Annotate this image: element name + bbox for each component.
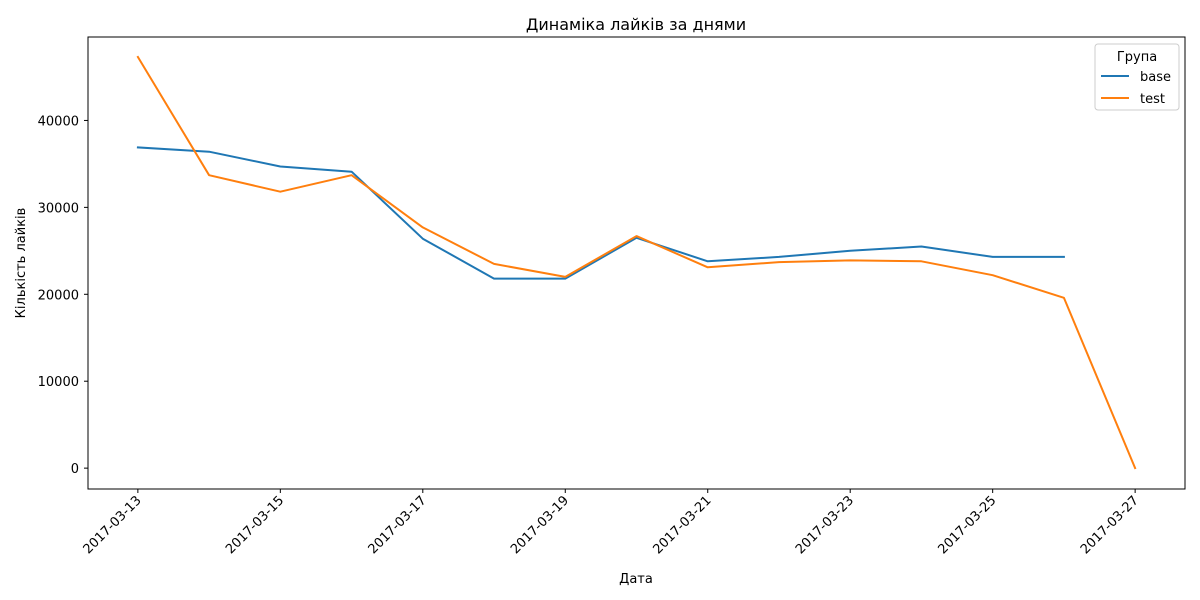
plot-area-frame	[87, 36, 1186, 490]
series-line-base	[136, 146, 1065, 280]
legend-label-base: base	[1140, 70, 1171, 85]
series-lines	[136, 55, 1137, 470]
legend: Група base test	[1094, 43, 1180, 111]
chart-title: Динаміка лайків за днями	[526, 15, 746, 34]
y-tick-label: 40000	[38, 114, 79, 129]
series-line-test	[136, 55, 1137, 470]
legend-title: Група	[1117, 50, 1157, 65]
y-tick-label: 30000	[38, 201, 79, 216]
y-tick-label: 0	[71, 462, 79, 477]
x-axis-label: Дата	[619, 572, 653, 587]
y-tick-label: 20000	[38, 288, 79, 303]
legend-box	[1094, 43, 1180, 111]
y-tick-label: 10000	[38, 375, 79, 390]
legend-label-test: test	[1140, 92, 1165, 107]
y-axis-ticks: 0 10000 20000 30000 40000	[38, 114, 88, 477]
y-axis-label: Кількість лайків	[14, 208, 29, 319]
